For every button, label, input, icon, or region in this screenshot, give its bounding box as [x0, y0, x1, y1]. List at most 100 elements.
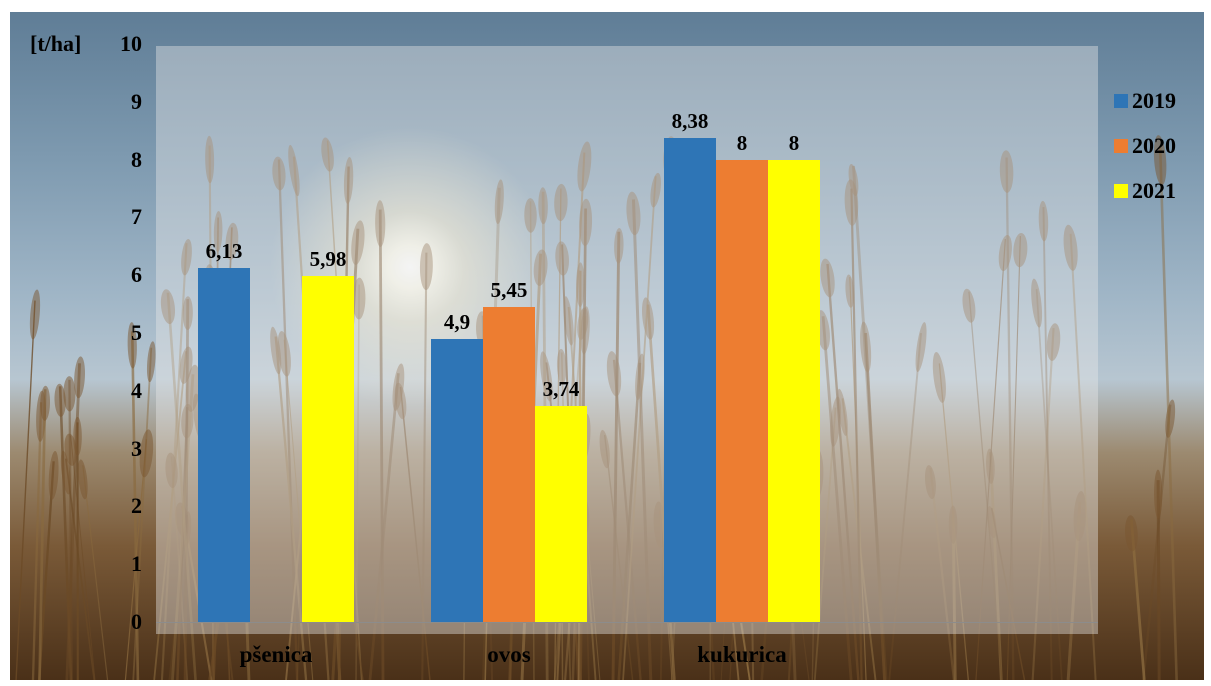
y-tick-label: 7	[131, 204, 142, 230]
wheat-ear	[998, 234, 1012, 272]
data-label: 6,13	[205, 238, 243, 263]
wheat-stalk	[15, 300, 36, 680]
bar-2021-1	[535, 405, 587, 622]
legend-label: 2021	[1132, 178, 1176, 203]
wheat-ear	[63, 376, 76, 412]
data-label: 5,98	[309, 247, 347, 272]
wheat-ear	[182, 296, 193, 330]
y-tick-label: 4	[131, 377, 142, 403]
wheat-ear	[343, 156, 354, 205]
wheat-ear	[986, 506, 997, 539]
wheat-stalk	[183, 299, 190, 680]
wheat-ear	[962, 288, 976, 323]
wheat-stalk	[1042, 207, 1053, 680]
wheat-ear	[74, 356, 85, 399]
wheat-ear	[650, 172, 661, 208]
wheat-ear	[181, 238, 192, 276]
wheat-stalk	[355, 284, 360, 680]
wheat-ear	[915, 322, 927, 373]
wheat-ear	[860, 321, 872, 373]
data-label: 3,74	[542, 376, 580, 401]
wheat-ear	[392, 363, 405, 411]
wheat-ear	[533, 249, 548, 286]
wheat-ear	[1038, 200, 1049, 242]
bar-2021-0	[302, 276, 354, 622]
wheat-ear	[563, 296, 574, 346]
wheat-ear	[225, 222, 239, 260]
wheat-ear	[1013, 232, 1028, 268]
wheat-ear	[213, 211, 223, 252]
wheat-ear	[139, 429, 154, 478]
bar-2021-2	[768, 159, 820, 622]
wheat-stalk	[130, 331, 140, 680]
legend-label: 2019	[1132, 88, 1176, 113]
wheat-stalk	[622, 176, 657, 680]
wheat-stalk	[852, 165, 888, 680]
chart-frame: [t/ha] 0 1 2 3 4 5 6 7 8 9 10 6,13 5,98 4,9 5,45 3,74 8…	[10, 12, 1204, 680]
wheat-ear	[48, 451, 59, 500]
wheat-ear	[288, 144, 300, 197]
wheat-ear	[494, 179, 504, 225]
wheat-ear	[599, 429, 610, 469]
wheat-ear	[948, 505, 958, 544]
wheat-stalk	[611, 231, 621, 680]
wheat-stalk	[968, 291, 1003, 680]
wheat-ear	[60, 450, 71, 495]
y-tick-label: 3	[131, 435, 142, 461]
wheat-stalk	[166, 292, 197, 680]
x-tick-label: ovos	[487, 642, 531, 667]
wheat-stalk	[153, 351, 187, 680]
wheat-stalk	[975, 238, 1006, 680]
wheat-ear	[321, 137, 334, 172]
wheat-stalk	[888, 332, 922, 680]
wheat-stalk	[1069, 233, 1097, 680]
y-tick-label: 5	[131, 320, 142, 345]
wheat-ear	[270, 326, 282, 375]
wheat-stalk	[132, 347, 153, 680]
x-axis-line	[156, 622, 1098, 623]
wheat-ear	[999, 150, 1014, 193]
wheat-stalk	[826, 263, 860, 680]
y-tick-label: 0	[131, 609, 142, 634]
wheat-ear	[78, 459, 88, 500]
wheat-ear	[820, 258, 835, 298]
wheat-ear	[555, 241, 569, 276]
wheat-ear	[64, 433, 77, 466]
wheat-stalk	[646, 304, 676, 680]
wheat-ear	[924, 465, 936, 500]
wheat-ear	[579, 198, 593, 247]
wheat-ear	[576, 262, 585, 307]
wheat-stalk	[277, 159, 299, 680]
wheat-stalk	[1005, 157, 1015, 680]
wheat-ear	[160, 289, 176, 325]
wheat-stalk	[850, 188, 863, 680]
wheat-ear	[538, 187, 548, 225]
wheat-stalk	[58, 386, 73, 680]
legend-item: 2019	[1114, 88, 1176, 114]
wheat-ear	[577, 141, 592, 192]
wheat-stalk	[617, 362, 642, 680]
legend-swatch	[1114, 184, 1128, 198]
wheat-stalk	[631, 199, 653, 680]
wheat-ear	[1165, 399, 1176, 438]
y-tick-label: 1	[131, 551, 142, 577]
wheat-stalk	[70, 435, 96, 680]
wheat-ear	[1063, 224, 1078, 271]
legend-swatch	[1114, 94, 1128, 108]
wheat-ear	[127, 322, 137, 369]
wheat-stalk	[378, 209, 385, 680]
wheat-ear	[352, 277, 366, 320]
bar-2020-1	[483, 306, 535, 622]
plot-area	[156, 46, 1098, 634]
wheat-stalk	[864, 332, 886, 680]
wheat-stalk	[399, 386, 431, 680]
wheat-ear	[1153, 135, 1167, 186]
wheat-ear	[845, 274, 855, 308]
wheat-ear	[1031, 278, 1043, 328]
y-tick-label: 2	[131, 493, 142, 519]
legend-item: 2020	[1114, 133, 1176, 159]
wheat-ear	[419, 243, 433, 291]
wheat-ear	[626, 191, 641, 236]
wheat-ear	[524, 198, 537, 233]
y-axis-unit-label: [t/ha]	[30, 31, 82, 56]
